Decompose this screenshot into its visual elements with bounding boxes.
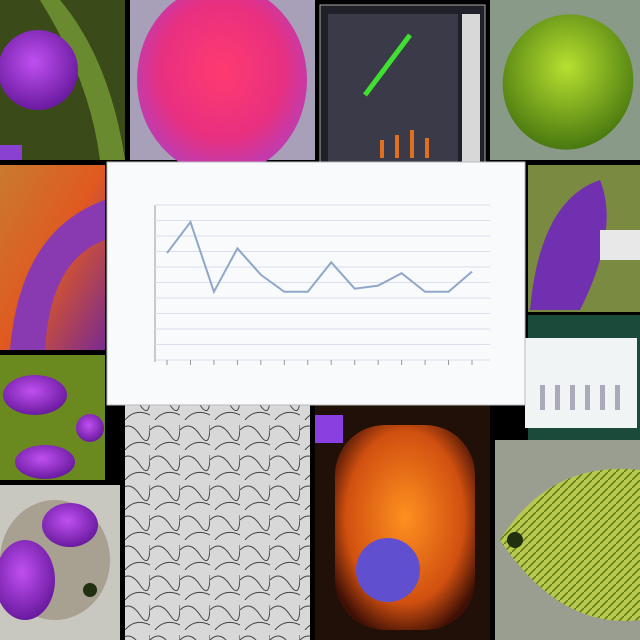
series-line xyxy=(166,219,473,295)
tile-screenshot xyxy=(319,4,486,173)
tile-green-oval xyxy=(490,0,640,160)
tile-green-fish xyxy=(495,440,640,640)
chart-panel xyxy=(106,161,526,406)
tile-veins xyxy=(125,405,310,640)
tile-purple-petals xyxy=(0,355,105,480)
tile-orange-body xyxy=(315,405,490,640)
tile-mini-chart xyxy=(525,315,640,440)
tile-pink-blob xyxy=(130,0,315,175)
tile-purple-flower xyxy=(0,0,125,160)
line-chart xyxy=(106,161,526,406)
tile-orange-stripes xyxy=(0,165,105,350)
tile-purple-fish xyxy=(0,485,120,640)
tile-purple-creature xyxy=(528,165,640,312)
